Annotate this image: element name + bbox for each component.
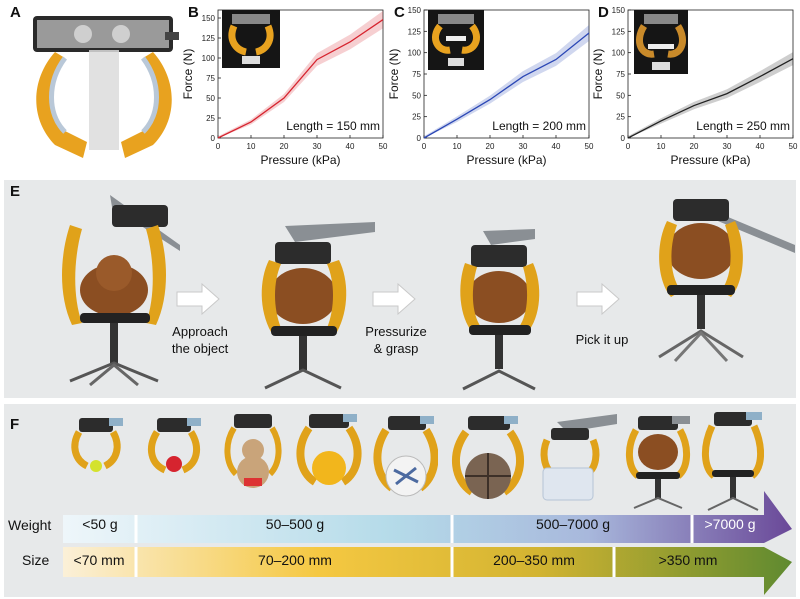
weight-segment: <50 g: [82, 516, 118, 532]
inset-photo-c: [428, 10, 484, 70]
size-segment: <70 mm: [73, 552, 125, 568]
weight-segment: >7000 g: [704, 516, 756, 532]
panel-f-letter: F: [10, 416, 20, 433]
panel-c-letter: C: [394, 4, 405, 21]
y-tick-label: 0: [211, 134, 216, 143]
panel-e-letter: E: [10, 183, 21, 200]
x-tick-label: 50: [379, 142, 388, 151]
y-tick-label: 125: [612, 27, 626, 36]
x-tick-label: 50: [585, 142, 594, 151]
series-line: [423, 32, 590, 139]
size-label: Size: [22, 552, 50, 568]
y-axis-label: Force (N): [591, 49, 605, 100]
y-tick-label: 0: [621, 134, 626, 143]
object-photo-red-ball: [147, 418, 201, 474]
length-annotation: Length = 150 mm: [286, 119, 380, 133]
arrow-pick: [576, 283, 620, 315]
arrow-approach: [176, 283, 220, 315]
y-tick-label: 75: [616, 70, 625, 79]
confidence-band: [424, 25, 589, 138]
x-axis-label: Pressure (kPa): [670, 153, 750, 167]
y-tick-label: 25: [412, 113, 421, 122]
y-tick-label: 100: [202, 54, 216, 63]
panel-b-letter: B: [188, 4, 199, 21]
length-annotation: Length = 250 mm: [696, 119, 790, 133]
y-tick-label: 150: [612, 6, 626, 15]
object-photo-stool-teddy: [626, 416, 690, 509]
size-segment: 70–200 mm: [258, 552, 332, 568]
x-tick-label: 40: [552, 142, 561, 151]
x-tick-label: 10: [247, 142, 256, 151]
weight-size-bars: [63, 491, 792, 595]
y-tick-label: 25: [206, 114, 215, 123]
y-axis-label: Force (N): [387, 49, 401, 100]
step-label-pressurize: Pressurize & grasp: [365, 324, 427, 356]
object-photo-soccer-ball: [373, 416, 438, 497]
weight-bar-arrow: [63, 491, 792, 543]
y-tick-label: 100: [408, 49, 422, 58]
x-axis-label: Pressure (kPa): [466, 153, 546, 167]
y-tick-label: 75: [412, 70, 421, 79]
grasp-photo-grasp: [460, 229, 540, 391]
x-tick-label: 40: [346, 142, 355, 151]
x-tick-label: 0: [216, 142, 221, 151]
y-tick-label: 0: [417, 134, 422, 143]
force-chart-250mm: 0 25 50 75 100 125 150 0 10 20 30 40 50 Pressure (kPa…: [591, 6, 798, 167]
object-photo-tennis-ball: [71, 418, 123, 472]
grasp-photo-lifted: [658, 199, 795, 363]
confidence-band: [218, 10, 383, 139]
x-tick-label: 40: [756, 142, 765, 151]
grasp-photo-pressurize: [261, 222, 375, 390]
step-label-pick: Pick it up: [575, 332, 629, 347]
y-tick-label: 125: [202, 34, 216, 43]
x-tick-label: 0: [422, 142, 427, 151]
x-tick-label: 0: [626, 142, 631, 151]
x-tick-label: 20: [486, 142, 495, 151]
x-tick-label: 10: [657, 142, 666, 151]
object-photo-teddy: [224, 414, 282, 488]
x-tick-label: 30: [313, 142, 322, 151]
y-tick-label: 50: [412, 91, 421, 100]
force-chart-150mm: 0 25 50 75 100 125 150 0 10 20 30 40 50 Pressure (kPa…: [181, 9, 388, 167]
inset-photo-b: [222, 10, 280, 68]
y-tick-label: 150: [202, 14, 216, 23]
x-tick-label: 30: [723, 142, 732, 151]
object-photo-container: [540, 414, 617, 501]
size-segment: >350 mm: [658, 552, 718, 568]
x-tick-label: 20: [280, 142, 289, 151]
y-tick-label: 125: [408, 27, 422, 36]
step-label-approach: Approach the object: [171, 324, 229, 356]
y-axis-label: Force (N): [181, 49, 195, 100]
x-tick-label: 30: [519, 142, 528, 151]
x-tick-label: 10: [453, 142, 462, 151]
object-photo-stool: [702, 412, 764, 511]
y-tick-label: 75: [206, 74, 215, 83]
gripper-render-a: [33, 16, 179, 158]
y-tick-label: 50: [616, 91, 625, 100]
y-tick-label: 150: [408, 6, 422, 15]
series-line: [627, 58, 794, 139]
weight-segment: 50–500 g: [265, 516, 325, 532]
weight-label: Weight: [8, 517, 52, 533]
force-chart-200mm: 0 25 50 75 100 125 150 0 10 20 30 40 50 Pressure (kPa…: [387, 6, 594, 167]
length-annotation: Length = 200 mm: [492, 119, 586, 133]
y-tick-label: 100: [612, 49, 626, 58]
object-photo-basketball: [451, 416, 525, 499]
size-segment: 200–350 mm: [493, 552, 575, 568]
y-tick-label: 50: [206, 94, 215, 103]
weight-segment: 500–7000 g: [536, 516, 610, 532]
plot-frame: [217, 9, 384, 139]
inset-photo-d: [634, 10, 688, 74]
arrow-pressurize: [372, 283, 416, 315]
x-axis-label: Pressure (kPa): [260, 153, 340, 167]
panel-d-letter: D: [598, 4, 609, 21]
object-photo-yellow-ball: [296, 414, 362, 486]
panel-a-letter: A: [10, 4, 21, 21]
y-tick-label: 25: [616, 113, 625, 122]
x-tick-label: 20: [690, 142, 699, 151]
x-tick-label: 50: [789, 142, 798, 151]
series-line: [217, 19, 384, 139]
size-bar-arrow: [63, 547, 792, 595]
grasp-photo-approach: [62, 195, 180, 387]
